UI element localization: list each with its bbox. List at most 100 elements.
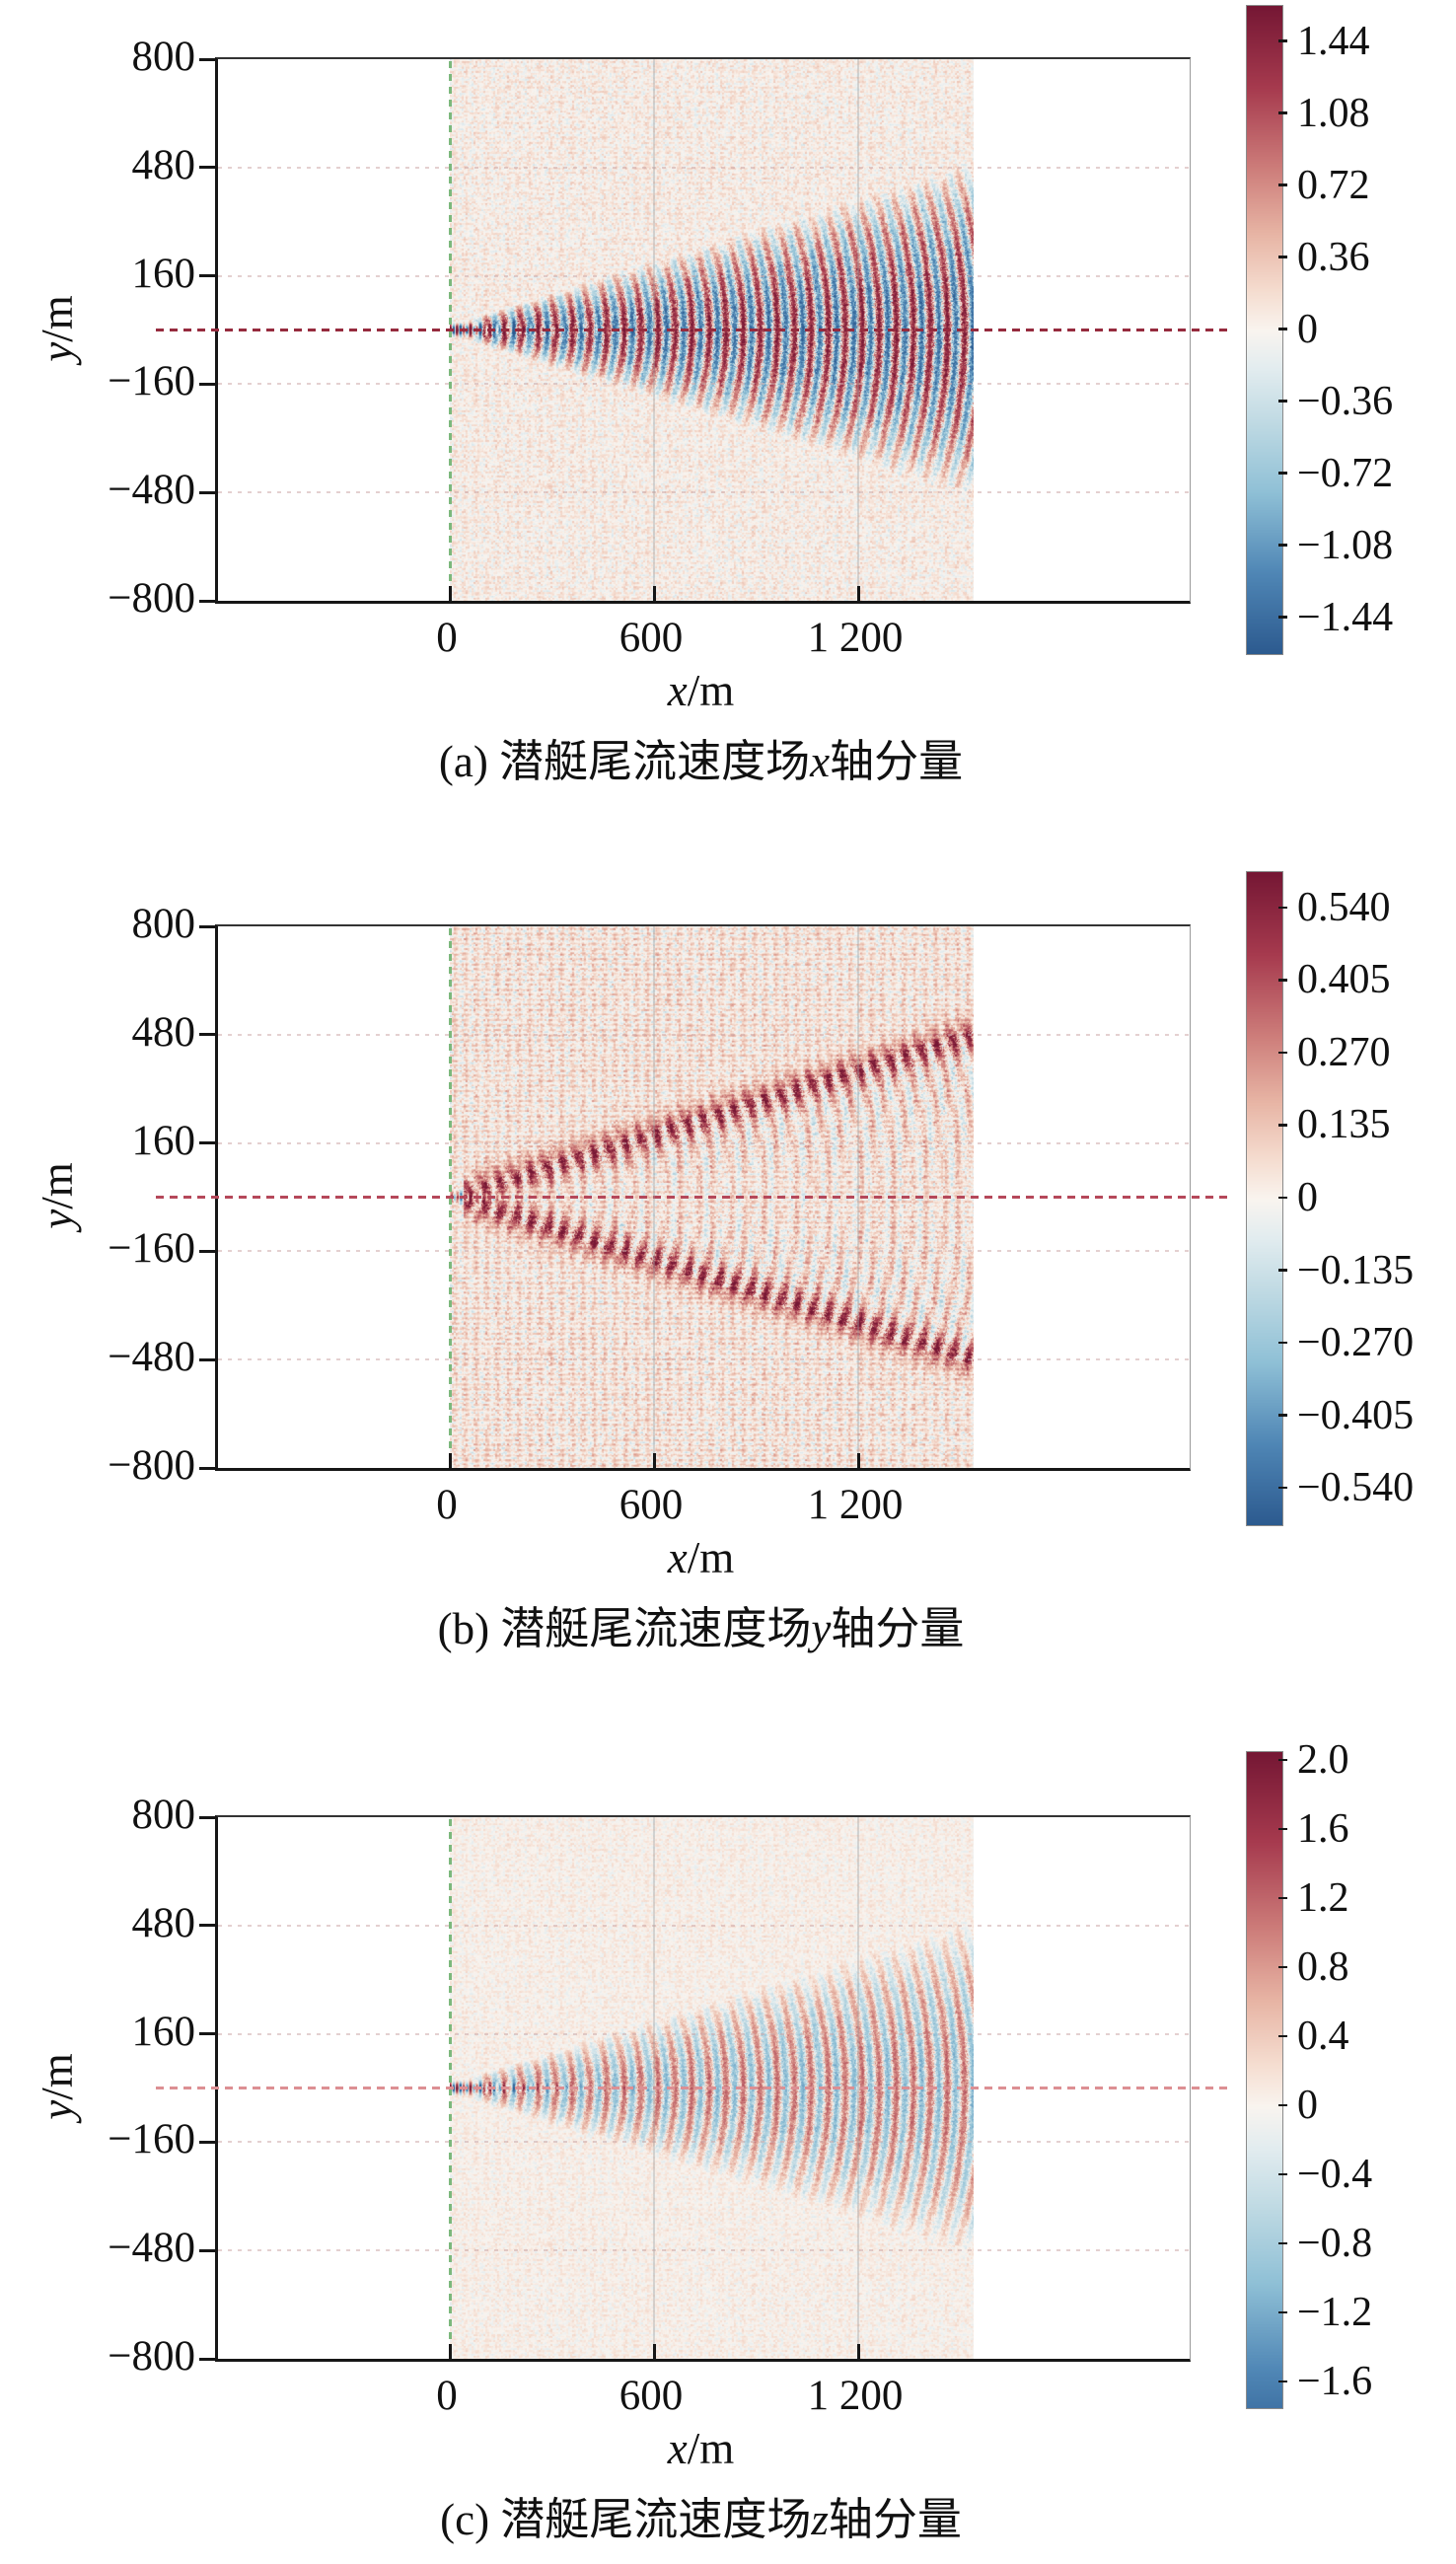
colorbar-tick-mark <box>1278 2103 1287 2106</box>
colorbar-tick-mark <box>1278 2172 1287 2175</box>
x-axis-unit: /m <box>687 666 735 715</box>
colorbar-tick-mark <box>1278 2380 1287 2382</box>
x-tick-label: 600 <box>619 2373 684 2419</box>
colorbar-tick-label: 0.270 <box>1297 1029 1391 1075</box>
colorbar-tick-label: 0 <box>1297 2082 1318 2128</box>
centerline-dashed <box>156 329 1228 331</box>
y-axis-label: y/m <box>33 2053 82 2120</box>
y-tick-mark <box>199 599 215 603</box>
wake-origin-line <box>449 1819 452 2357</box>
y-tick-mark <box>199 2032 215 2036</box>
y-tick-label: 160 <box>131 1117 196 1164</box>
colorbar-tick-label: 0.135 <box>1297 1102 1391 1148</box>
caption-variable: z <box>811 2495 829 2544</box>
x-tick-mark <box>856 2344 860 2359</box>
wake-heatmap-canvas <box>450 926 974 1468</box>
y-tick-mark <box>199 1249 215 1253</box>
colorbar-tick-label: 0.540 <box>1297 884 1391 930</box>
x-tick-label: 1 200 <box>807 615 904 661</box>
colorbar-tick-mark <box>1278 906 1287 910</box>
colorbar-tick-mark <box>1278 1124 1287 1127</box>
colorbar-tick-mark <box>1278 2241 1287 2244</box>
y-tick-mark <box>199 57 215 61</box>
caption-prefix: (a) 潜艇尾流速度场 <box>438 737 811 786</box>
colorbar-tick-mark <box>1278 256 1287 258</box>
colorbar-tick-mark <box>1278 2034 1287 2037</box>
y-tick-label: 800 <box>131 901 196 947</box>
colorbar <box>1246 871 1283 1526</box>
x-axis-variable: x <box>667 2424 688 2473</box>
x-tick-label: 0 <box>436 1482 458 1528</box>
colorbar-tick-mark <box>1278 400 1287 403</box>
colorbar <box>1246 1751 1283 2409</box>
x-axis-label: x/m <box>215 1533 1187 1582</box>
colorbar-tick-mark <box>1278 1196 1287 1200</box>
y-tick-mark <box>199 2140 215 2144</box>
y-tick-mark <box>199 166 215 170</box>
wake-origin-line <box>449 61 452 599</box>
colorbar-tick-label: 0 <box>1297 1175 1318 1220</box>
y-tick-label: −800 <box>108 2333 195 2380</box>
y-tick-label: −160 <box>108 358 195 405</box>
colorbar-tick-label: 0.36 <box>1297 234 1370 280</box>
colorbar-tick-label: 1.2 <box>1297 1874 1349 1921</box>
gridline-vertical <box>857 59 859 601</box>
colorbar-tick-label: −0.270 <box>1297 1320 1415 1366</box>
colorbar-tick-mark <box>1278 111 1287 114</box>
y-tick-mark <box>199 2357 215 2361</box>
colorbar-tick-label: 1.44 <box>1297 18 1370 64</box>
y-tick-mark <box>199 274 215 278</box>
colorbar-tick-mark <box>1278 1414 1287 1417</box>
plot-area <box>156 924 1228 1471</box>
panel-caption: (a) 潜艇尾流速度场x轴分量 <box>215 737 1187 786</box>
colorbar-tick-mark <box>1278 616 1287 619</box>
caption-suffix: 轴分量 <box>828 2495 962 2544</box>
colorbar-tick-label: 1.08 <box>1297 90 1370 136</box>
y-tick-label: −480 <box>108 467 195 514</box>
gridline-horizontal <box>218 2032 1190 2035</box>
x-tick-mark <box>448 586 452 601</box>
x-tick-label: 1 200 <box>807 1482 904 1528</box>
colorbar-tick-label: −1.6 <box>1297 2358 1373 2404</box>
gridline-vertical <box>653 59 655 601</box>
caption-suffix: 轴分量 <box>831 1604 965 1653</box>
y-axis-label: y/m <box>33 1162 82 1229</box>
y-axis-variable: y <box>33 2099 82 2120</box>
y-tick-mark <box>199 1033 215 1037</box>
x-axis-variable: x <box>667 1533 688 1582</box>
y-axis-unit: /m <box>33 2052 82 2100</box>
gridline-horizontal <box>218 491 1190 494</box>
y-axis-unit: /m <box>33 294 82 342</box>
panel-caption: (c) 潜艇尾流速度场z轴分量 <box>215 2495 1187 2544</box>
caption-prefix: (b) 潜艇尾流速度场 <box>437 1604 812 1653</box>
colorbar-tick-label: −0.135 <box>1297 1247 1415 1293</box>
y-tick-mark <box>199 924 215 928</box>
y-tick-label: 160 <box>131 2008 196 2055</box>
centerline-dashed <box>156 2087 1228 2089</box>
y-tick-label: −480 <box>108 2225 195 2272</box>
colorbar-tick-mark <box>1278 1269 1287 1272</box>
gridline-vertical <box>857 926 859 1468</box>
y-tick-mark <box>199 490 215 494</box>
x-tick-mark <box>856 1453 860 1468</box>
gridline-horizontal <box>218 1924 1190 1927</box>
colorbar-tick-mark <box>1278 1896 1287 1899</box>
colorbar-tick-mark <box>1278 1965 1287 1968</box>
colorbar-tick-label: 0.72 <box>1297 162 1370 208</box>
x-tick-mark <box>448 1453 452 1468</box>
caption-variable: x <box>810 737 831 786</box>
x-axis-unit: /m <box>687 1533 735 1582</box>
colorbar-tick-label: −0.540 <box>1297 1465 1415 1511</box>
y-tick-label: 800 <box>131 1792 196 1838</box>
x-tick-label: 1 200 <box>807 2373 904 2419</box>
y-tick-mark <box>199 2248 215 2252</box>
y-tick-label: 160 <box>131 250 196 297</box>
x-axis-unit: /m <box>687 2424 735 2473</box>
gridline-horizontal <box>218 1250 1190 1253</box>
colorbar-tick-label: 0.4 <box>1297 2013 1349 2059</box>
wake-origin-line <box>449 928 452 1466</box>
plot-area <box>156 57 1228 604</box>
y-tick-label: −800 <box>108 575 195 622</box>
